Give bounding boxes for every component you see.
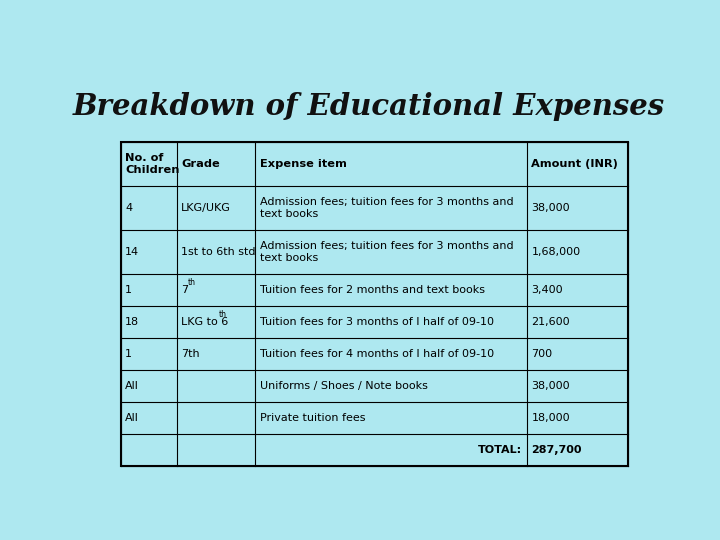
Text: th: th <box>219 310 227 319</box>
Text: 38,000: 38,000 <box>531 381 570 391</box>
Text: 1st to 6th std: 1st to 6th std <box>181 247 256 257</box>
Bar <box>121 141 629 466</box>
Text: Tuition fees for 4 months of I half of 09-10: Tuition fees for 4 months of I half of 0… <box>260 349 494 359</box>
Text: Private tuition fees: Private tuition fees <box>260 413 365 423</box>
Text: 38,000: 38,000 <box>531 203 570 213</box>
Text: All: All <box>125 413 139 423</box>
Text: Admission fees; tuition fees for 3 months and
text books: Admission fees; tuition fees for 3 month… <box>260 241 513 263</box>
Text: 1: 1 <box>125 285 132 295</box>
Text: 14: 14 <box>125 247 139 257</box>
Text: Expense item: Expense item <box>260 159 346 168</box>
Text: No. of
Children: No. of Children <box>125 152 180 175</box>
Text: Admission fees; tuition fees for 3 months and
text books: Admission fees; tuition fees for 3 month… <box>260 197 513 219</box>
Text: 1,68,000: 1,68,000 <box>531 247 580 257</box>
Text: 3,400: 3,400 <box>531 285 563 295</box>
Text: Tuition fees for 3 months of I half of 09-10: Tuition fees for 3 months of I half of 0… <box>260 317 494 327</box>
Text: 18,000: 18,000 <box>531 413 570 423</box>
Text: 4: 4 <box>125 203 132 213</box>
Text: 18: 18 <box>125 317 139 327</box>
Text: 1: 1 <box>125 349 132 359</box>
Text: LKG to 6: LKG to 6 <box>181 317 228 327</box>
Text: LKG/UKG: LKG/UKG <box>181 203 231 213</box>
Text: Tuition fees for 2 months and text books: Tuition fees for 2 months and text books <box>260 285 485 295</box>
Text: Grade: Grade <box>181 159 220 168</box>
Text: Uniforms / Shoes / Note books: Uniforms / Shoes / Note books <box>260 381 428 391</box>
Text: All: All <box>125 381 139 391</box>
Text: 21,600: 21,600 <box>531 317 570 327</box>
Text: 700: 700 <box>531 349 552 359</box>
Text: 7th: 7th <box>181 349 199 359</box>
Text: Amount (INR): Amount (INR) <box>531 159 618 168</box>
Text: 7: 7 <box>181 285 188 295</box>
Text: 287,700: 287,700 <box>531 445 582 455</box>
Text: th: th <box>188 278 196 287</box>
Text: Breakdown of Educational Expenses: Breakdown of Educational Expenses <box>73 92 665 121</box>
Text: TOTAL:: TOTAL: <box>478 445 523 455</box>
